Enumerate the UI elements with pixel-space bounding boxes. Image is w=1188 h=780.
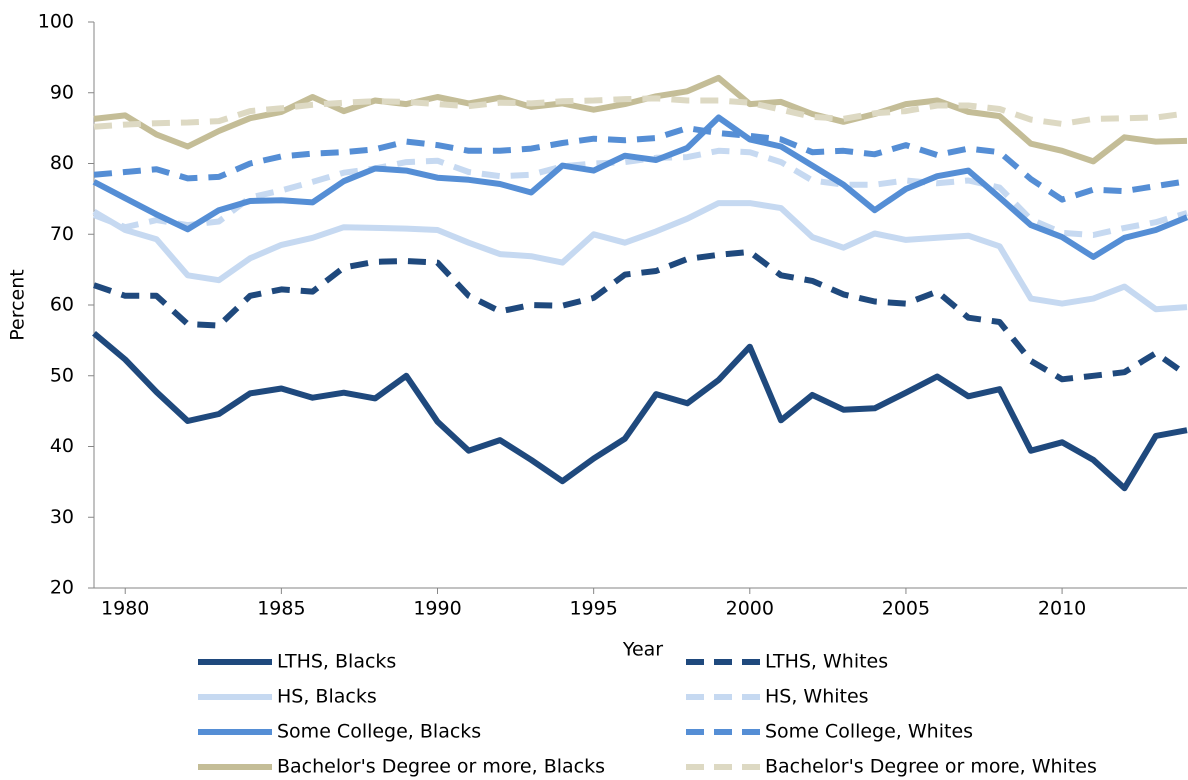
y-tick-label: 20 [50, 577, 74, 599]
series-line [92, 147, 1188, 238]
x-tick-label: 1980 [101, 598, 149, 620]
y-tick-label: 80 [50, 152, 74, 174]
y-axis-title: Percent [7, 269, 29, 341]
y-tick-label: 50 [50, 364, 74, 386]
series-line [93, 74, 1188, 165]
series-line [92, 114, 1188, 260]
x-tick-label: 2010 [1038, 598, 1086, 620]
y-tick-label: 70 [50, 223, 74, 245]
x-tick-label: 2000 [726, 598, 774, 620]
x-tick-label: 1990 [413, 598, 461, 620]
legend-label: LTHS, Whites [765, 651, 888, 673]
legend-label: HS, Blacks [277, 686, 377, 708]
series-line [92, 331, 1188, 492]
y-tick-label: 60 [50, 294, 74, 316]
y-tick-label: 30 [50, 506, 74, 528]
y-tick-label: 90 [50, 81, 74, 103]
y-tick-label: 40 [50, 435, 74, 457]
y-tick-label: 100 [38, 11, 74, 33]
series-line [92, 200, 1188, 313]
x-tick-label: 2005 [882, 598, 930, 620]
legend-label: HS, Whites [765, 686, 869, 708]
series-line [93, 95, 1188, 130]
legend-label: LTHS, Blacks [277, 651, 396, 673]
series-line [93, 248, 1188, 383]
legend-label: Some College, Blacks [277, 721, 481, 743]
legend-label: Some College, Whites [765, 721, 973, 743]
x-axis-title: Year [622, 639, 663, 661]
legend-label: Bachelor's Degree or more, Blacks [277, 756, 605, 778]
x-tick-label: 1985 [257, 598, 305, 620]
x-tick-label: 1995 [569, 598, 617, 620]
legend-label: Bachelor's Degree or more, Whites [765, 756, 1097, 778]
series-line [93, 125, 1188, 203]
